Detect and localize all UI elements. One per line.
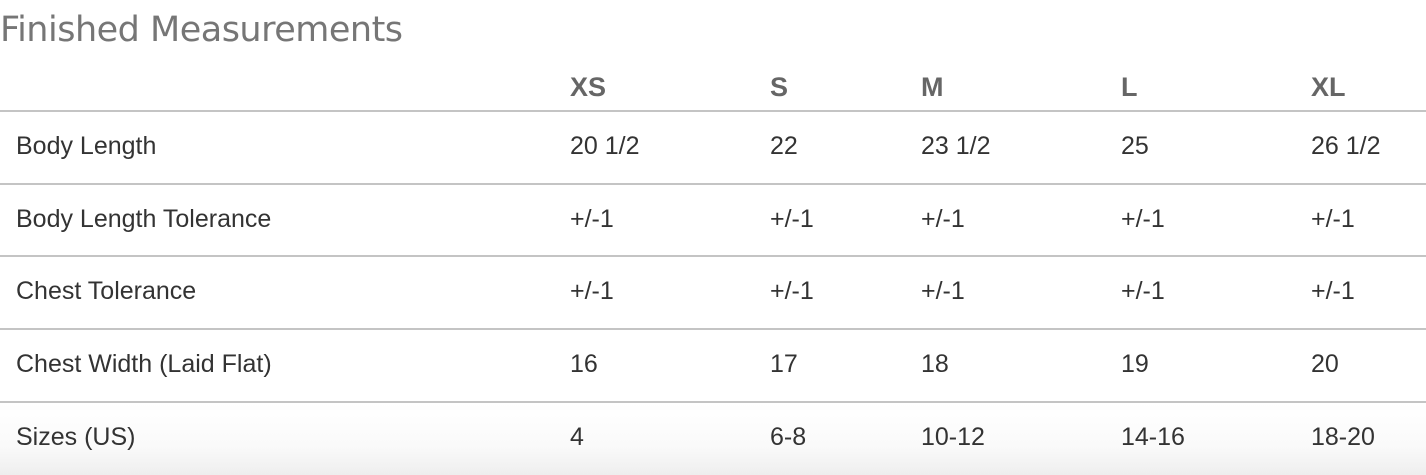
table-cell: +/-1 <box>921 205 965 233</box>
table-cell: +/-1 <box>921 277 965 305</box>
table-cell: 22 <box>770 132 798 160</box>
table-cell: +/-1 <box>1121 205 1165 233</box>
table-cell: 6-8 <box>770 423 807 451</box>
table-cell: 17 <box>770 350 798 378</box>
table-cell: +/-1 <box>1311 277 1355 305</box>
page-title: Finished Measurements <box>0 10 403 50</box>
row-label: Chest Width (Laid Flat) <box>16 350 272 378</box>
table-row: Body Length Tolerance +/-1 +/-1 +/-1 +/-1 +/-… <box>0 183 1426 257</box>
table-cell: 16 <box>570 350 598 378</box>
table-header: XS S M L XL <box>0 70 1426 110</box>
table-cell: 20 <box>1311 350 1339 378</box>
table-cell: +/-1 <box>770 205 814 233</box>
row-label: Sizes (US) <box>16 423 136 451</box>
table-cell: +/-1 <box>1311 205 1355 233</box>
column-header-xs: XS <box>570 72 607 102</box>
table-cell: 4 <box>570 423 584 451</box>
table-cell: 20 1/2 <box>570 132 640 160</box>
table-row: Chest Width (Laid Flat) 16 17 18 19 20 <box>0 328 1426 402</box>
row-label: Chest Tolerance <box>16 277 197 305</box>
table-row: Chest Tolerance +/-1 +/-1 +/-1 +/-1 +/-1 <box>0 255 1426 329</box>
table-cell: 14-16 <box>1121 423 1185 451</box>
table-row: Body Length 20 1/2 22 23 1/2 25 26 1/2 <box>0 110 1426 184</box>
table-cell: 18-20 <box>1311 423 1375 451</box>
table-row: Sizes (US) 4 6-8 10-12 14-16 18-20 <box>0 401 1426 475</box>
table-cell: 26 1/2 <box>1311 132 1381 160</box>
table-cell: 25 <box>1121 132 1149 160</box>
table-cell: 19 <box>1121 350 1149 378</box>
row-label: Body Length Tolerance <box>16 205 272 233</box>
column-header-l: L <box>1121 72 1138 102</box>
table-cell: +/-1 <box>570 277 614 305</box>
table-cell: +/-1 <box>770 277 814 305</box>
table-cell: 18 <box>921 350 949 378</box>
table-cell: +/-1 <box>570 205 614 233</box>
table-cell: +/-1 <box>1121 277 1165 305</box>
column-header-m: M <box>921 72 944 102</box>
column-header-s: S <box>770 72 789 102</box>
row-label: Body Length <box>16 132 157 160</box>
table-cell: 10-12 <box>921 423 985 451</box>
column-header-xl: XL <box>1311 72 1346 102</box>
table-cell: 23 1/2 <box>921 132 991 160</box>
